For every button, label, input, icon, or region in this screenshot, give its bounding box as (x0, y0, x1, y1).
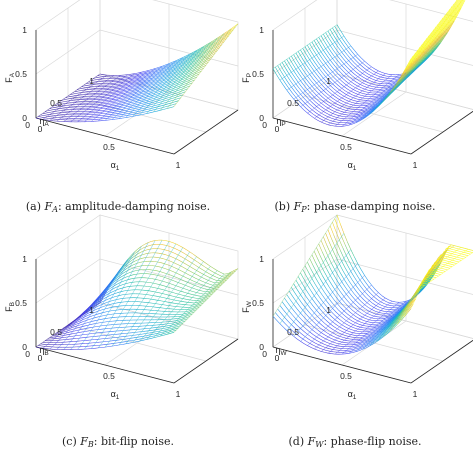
z-tick-label: 0.5 (252, 298, 264, 308)
x-tick-label: 0.5 (340, 371, 352, 381)
caption-symbol: F (293, 200, 302, 213)
figure-c: 0 0.5 1 0 0.5 1 1 0.5 0 FB α1 ηB (c) FB: bit-flip n… (0, 214, 239, 458)
caption-text: : amplitude-damping noise. (57, 200, 211, 213)
caption-text: : phase-flip noise. (323, 435, 422, 448)
caption-subscript: B (87, 440, 94, 449)
caption-tag: (b) (274, 200, 291, 213)
surface-mesh (272, 214, 473, 355)
x-axis-label: α1 (348, 389, 357, 401)
x-axis-label: α1 (348, 160, 357, 172)
surface-plot-a: 0 0.5 1 0 0.5 1 1 0.5 0 FA α1 ηA (4, 0, 239, 172)
z-axis-label: FA (4, 72, 16, 83)
axis-lines (272, 30, 473, 155)
caption-tag: (c) (62, 435, 77, 448)
x-tick-label: 1 (176, 160, 181, 170)
y-axis-label: ηA (39, 116, 49, 128)
y-axis-label: ηW (275, 345, 287, 357)
x-tick-label: 1 (176, 389, 181, 399)
y-tick-label: 0 (262, 120, 267, 130)
z-tick-label: 1 (22, 254, 27, 264)
x-tick-label: 0 (38, 124, 43, 134)
figure-d: 0 0.5 1 0 0.5 1 1 0.5 0 FW α1 ηW (d) FW: phase-flip… (237, 214, 473, 458)
axes-box (272, 214, 473, 384)
y-tick-label: 0 (25, 349, 30, 359)
y-tick-label: 1 (326, 76, 331, 86)
caption-subscript: W (315, 440, 324, 449)
caption-text: : bit-flip noise. (93, 435, 174, 448)
z-tick-label: 0.5 (252, 69, 264, 79)
caption-b: (b) FP: phase-damping noise. (237, 200, 473, 214)
y-axis-label: ηB (39, 345, 48, 357)
z-tick-label: 0 (259, 113, 264, 123)
axes-box (272, 0, 473, 155)
x-axis-label: α1 (111, 389, 120, 401)
surface-plot-b: 0 0.5 1 0 0.5 1 1 0.5 0 FP α1 ηP (241, 0, 473, 172)
caption-symbol: F (307, 435, 316, 448)
caption-a: (a) FA: amplitude-damping noise. (0, 200, 236, 214)
tick-labels: 0 0.5 1 0 0.5 1 1 0.5 0 (252, 254, 417, 399)
surface-mesh (35, 239, 239, 350)
caption-symbol: F (44, 200, 53, 213)
surface-plot-c: 0 0.5 1 0 0.5 1 1 0.5 0 FB α1 ηB (4, 214, 239, 401)
z-tick-label: 0.5 (15, 298, 27, 308)
caption-d: (d) FW: phase-flip noise. (237, 435, 473, 449)
x-tick-label: 1 (413, 389, 418, 399)
figure-b: 0 0.5 1 0 0.5 1 1 0.5 0 FP α1 ηP (b) FP: phase-damp… (237, 0, 473, 229)
caption-tag: (d) (288, 435, 305, 448)
z-tick-label: 0 (22, 113, 27, 123)
caption-tag: (a) (25, 200, 42, 213)
z-tick-label: 1 (259, 254, 264, 264)
x-tick-label: 0.5 (103, 371, 115, 381)
z-tick-label: 0.5 (15, 69, 27, 79)
z-tick-label: 0 (22, 342, 27, 352)
y-tick-label: 1 (89, 305, 94, 315)
x-tick-label: 0 (275, 353, 280, 363)
y-tick-label: 1 (326, 305, 331, 315)
surface-mesh (35, 23, 239, 123)
tick-labels: 0 0.5 1 0 0.5 1 1 0.5 0 (15, 25, 180, 170)
axis-lines (35, 30, 239, 155)
y-axis-label: ηP (276, 116, 285, 128)
caption-c: (c) FB: bit-flip noise. (0, 435, 236, 449)
z-axis-label: FW (241, 300, 253, 313)
caption-subscript: A (52, 205, 58, 214)
axis-lines (35, 259, 239, 384)
y-tick-label: 1 (89, 76, 94, 86)
z-tick-label: 0 (259, 342, 264, 352)
z-tick-label: 1 (259, 25, 264, 35)
x-tick-label: 0 (275, 124, 280, 134)
surface-mesh (272, 0, 466, 127)
y-tick-label: 0 (262, 349, 267, 359)
caption-text: : phase-damping noise. (306, 200, 436, 213)
figure-a: 0 0.5 1 0 0.5 1 1 0.5 0 FA α1 ηA (a) FA: amplitude-… (0, 0, 239, 229)
y-tick-label: 0.5 (50, 327, 62, 337)
tick-labels: 0 0.5 1 0 0.5 1 1 0.5 0 (15, 254, 180, 399)
z-axis-label: FP (241, 73, 253, 83)
x-tick-label: 0.5 (340, 142, 352, 152)
y-tick-label: 0.5 (287, 327, 299, 337)
y-tick-label: 0.5 (287, 98, 299, 108)
z-tick-label: 1 (22, 25, 27, 35)
y-tick-label: 0 (25, 120, 30, 130)
z-axis-label: FB (4, 302, 16, 312)
surface-plot-d: 0 0.5 1 0 0.5 1 1 0.5 0 FW α1 ηW (241, 214, 473, 401)
x-tick-label: 0.5 (103, 142, 115, 152)
caption-symbol: F (80, 435, 88, 448)
axis-lines (272, 259, 473, 384)
y-tick-label: 0.5 (50, 98, 62, 108)
caption-subscript: P (301, 205, 307, 214)
tick-labels: 0 0.5 1 0 0.5 1 1 0.5 0 (252, 25, 417, 170)
x-axis-label: α1 (111, 160, 120, 172)
x-tick-label: 1 (413, 160, 418, 170)
x-tick-label: 0 (38, 353, 43, 363)
